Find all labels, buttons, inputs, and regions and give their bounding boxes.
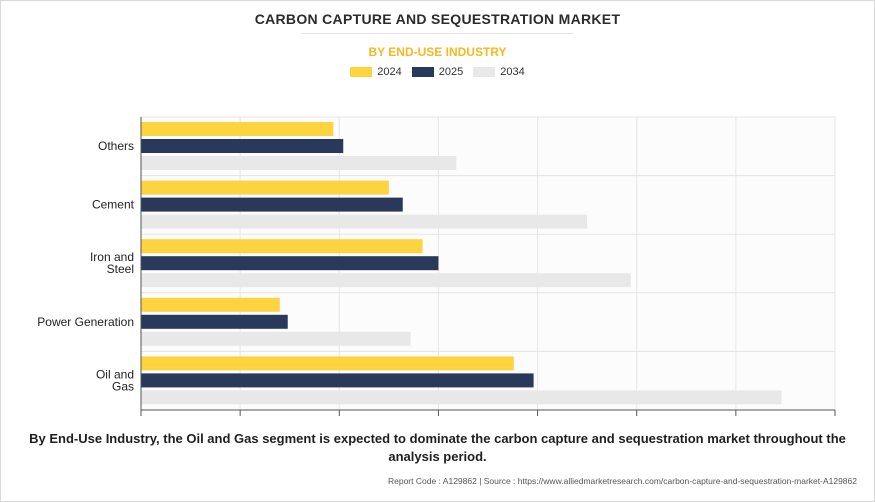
category-label: Cement bbox=[92, 198, 135, 212]
chart-title: CARBON CAPTURE AND SEQUESTRATION MARKET bbox=[254, 11, 621, 27]
bar-2025[interactable] bbox=[141, 256, 439, 271]
legend-swatch-2034 bbox=[473, 67, 496, 77]
bar-2024[interactable] bbox=[141, 297, 280, 312]
bar-2025[interactable] bbox=[141, 373, 534, 388]
legend-item-2024[interactable]: 2024 bbox=[350, 66, 402, 78]
bar-2034[interactable] bbox=[141, 390, 782, 405]
bar-2024[interactable] bbox=[141, 180, 389, 195]
bar-2025[interactable] bbox=[141, 314, 288, 329]
bar-2025[interactable] bbox=[141, 197, 403, 212]
bar-2034[interactable] bbox=[141, 214, 588, 229]
category-label: Oil and Gas bbox=[96, 367, 134, 393]
category-label: Others bbox=[98, 139, 134, 153]
legend-label-2034: 2034 bbox=[500, 66, 525, 78]
bar-2034[interactable] bbox=[141, 331, 411, 346]
category-label: Power Generation bbox=[37, 315, 134, 329]
legend: 2024 2025 2034 bbox=[0, 66, 875, 78]
chart-caption: By End-Use Industry, the Oil and Gas seg… bbox=[29, 431, 846, 464]
legend-label-2024: 2024 bbox=[377, 66, 402, 78]
category-label: Iron and Steel bbox=[90, 250, 134, 276]
bar-2034[interactable] bbox=[141, 156, 457, 170]
bar-2024[interactable] bbox=[141, 356, 514, 371]
chart-subtitle: BY END-USE INDUSTRY bbox=[368, 45, 507, 59]
bar-2024[interactable] bbox=[141, 239, 423, 254]
title-divider bbox=[302, 33, 573, 34]
bar-2025[interactable] bbox=[141, 139, 344, 153]
legend-swatch-2024 bbox=[350, 67, 373, 77]
legend-item-2025[interactable]: 2025 bbox=[411, 66, 464, 78]
legend-swatch-2025 bbox=[411, 67, 434, 77]
bar-2034[interactable] bbox=[141, 273, 631, 288]
bar-2024[interactable] bbox=[141, 122, 334, 136]
legend-label-2025: 2025 bbox=[438, 66, 464, 78]
legend-item-2034[interactable]: 2034 bbox=[473, 66, 525, 78]
bar-chart: Others Cement Iron and Steel Power Generatio… bbox=[37, 116, 836, 416]
source-footer: Report Code : A129862 | Source : https:/… bbox=[387, 476, 857, 486]
